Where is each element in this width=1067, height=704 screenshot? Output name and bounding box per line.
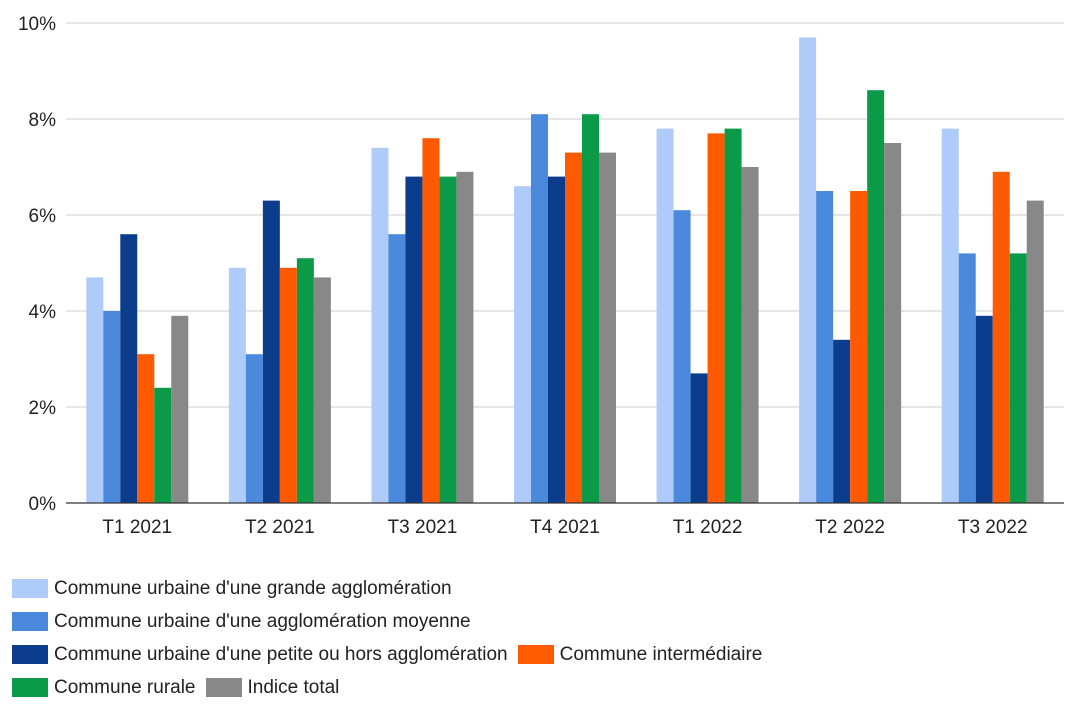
bar-0-5	[799, 37, 817, 504]
x-tick-label: T2 2022	[815, 517, 885, 538]
bar-3-2	[422, 138, 440, 503]
bar-3-1	[279, 267, 297, 503]
legend-item-2: Commune urbaine d'une petite ou hors agg…	[12, 644, 508, 666]
bar-1-3	[531, 114, 548, 503]
legend-label-3: Commune intermédiaire	[559, 643, 763, 665]
legend-row: Commune rurale Indice total	[12, 671, 1052, 704]
bar-4-4	[724, 128, 742, 503]
bar-1-2	[388, 234, 406, 503]
legend-item-4: Commune rurale	[12, 677, 196, 699]
legend-label-2: Commune urbaine d'une petite ou hors agg…	[54, 643, 508, 665]
legend: Commune urbaine d'une grande agglomérati…	[12, 572, 1052, 704]
bar-1-5	[816, 191, 834, 503]
bar-0-6	[941, 128, 959, 503]
bar-4-3	[582, 114, 599, 503]
bar-1-6	[958, 253, 976, 503]
bar-2-6	[975, 315, 993, 503]
legend-swatch-1	[12, 612, 48, 631]
bar-5-6	[1026, 200, 1044, 503]
y-tick-label: 8%	[29, 110, 57, 131]
legend-row: Commune urbaine d'une agglomération moye…	[12, 605, 1052, 638]
bars	[86, 37, 1044, 504]
legend-item-0: Commune urbaine d'une grande agglomérati…	[12, 578, 452, 600]
y-tick-label: 6%	[29, 206, 57, 227]
legend-row: Commune urbaine d'une grande agglomérati…	[12, 572, 1052, 605]
legend-row: Commune urbaine d'une petite ou hors agg…	[12, 638, 1052, 671]
bar-0-3	[514, 186, 531, 503]
bar-3-3	[565, 152, 582, 503]
legend-swatch-0	[12, 579, 48, 598]
legend-label-4: Commune rurale	[54, 676, 196, 698]
legend-swatch-2	[12, 645, 48, 664]
legend-swatch-3	[517, 645, 554, 664]
bar-4-0	[154, 387, 172, 503]
bar-2-1	[262, 200, 280, 503]
bar-5-5	[884, 143, 902, 503]
bar-3-5	[850, 191, 868, 503]
bar-2-5	[833, 339, 851, 503]
bar-0-0	[86, 277, 104, 503]
legend-item-1: Commune urbaine d'une agglomération moye…	[12, 611, 471, 633]
bar-4-1	[296, 258, 314, 503]
x-tick-label: T1 2021	[102, 517, 172, 538]
legend-label-0: Commune urbaine d'une grande agglomérati…	[54, 577, 452, 599]
x-tick-label: T4 2021	[530, 517, 600, 538]
x-tick-label: T3 2022	[958, 517, 1028, 538]
bar-4-5	[867, 90, 885, 503]
legend-item-3: Commune intermédiaire	[517, 643, 763, 666]
bar-5-3	[599, 152, 616, 503]
y-tick-label: 4%	[29, 302, 57, 323]
bar-4-2	[439, 176, 457, 503]
axes: 0% 2% 4% 6% 8% 10% T1 2021 T2 2021 T3 2021 T4 202…	[18, 14, 1064, 538]
y-tick-label: 10%	[18, 14, 56, 35]
bar-0-1	[228, 267, 246, 503]
bar-5-0	[171, 315, 189, 503]
legend-swatch-5	[205, 678, 242, 697]
bar-2-3	[548, 176, 565, 503]
bar-2-0	[120, 234, 138, 503]
bar-0-2	[371, 147, 389, 504]
bar-5-2	[456, 171, 474, 504]
bar-3-6	[992, 171, 1010, 504]
legend-swatch-4	[12, 678, 48, 697]
bar-4-6	[1009, 253, 1027, 503]
legend-item-5: Indice total	[205, 676, 340, 699]
bar-2-4	[690, 373, 708, 503]
bar-3-0	[137, 354, 155, 503]
y-tick-label: 2%	[29, 398, 57, 419]
bar-chart: 0% 2% 4% 6% 8% 10% T1 2021 T2 2021 T3 2021 T4 202…	[18, 14, 1064, 538]
legend-label-5: Indice total	[247, 676, 340, 698]
bar-1-1	[245, 354, 263, 503]
bar-1-0	[103, 311, 121, 503]
legend-label-1: Commune urbaine d'une agglomération moye…	[54, 610, 471, 632]
y-tick-label: 0%	[29, 494, 57, 515]
bar-1-4	[673, 210, 691, 503]
bar-0-4	[656, 128, 674, 503]
bar-3-4	[707, 133, 725, 503]
x-tick-label: T3 2021	[388, 517, 458, 538]
bar-5-1	[313, 277, 331, 503]
x-tick-label: T1 2022	[673, 517, 743, 538]
chart-area: 0% 2% 4% 6% 8% 10% T1 2021 T2 2021 T3 2021 T4 202…	[18, 14, 1064, 538]
x-tick-label: T2 2021	[245, 517, 315, 538]
bar-2-2	[405, 176, 423, 503]
bar-5-4	[741, 167, 759, 503]
